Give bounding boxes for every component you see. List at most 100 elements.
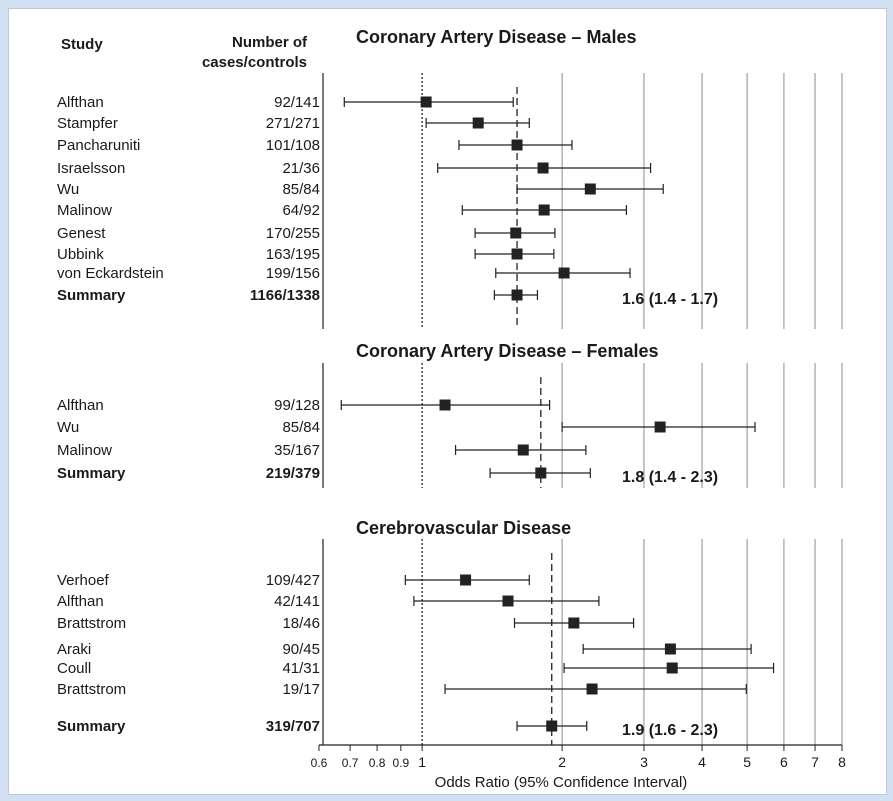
study-row: Alfthan 92/141 bbox=[57, 94, 514, 111]
chart-frame: Study Number of cases/controls Coronary … bbox=[8, 8, 887, 795]
study-row: Alfthan 99/128 bbox=[57, 397, 551, 414]
x-tick-label: 3 bbox=[640, 754, 648, 770]
study-row: von Eckardstein 199/156 bbox=[57, 265, 631, 282]
study-row: Stampfer 271/271 bbox=[57, 115, 530, 132]
panel-2: Coronary Artery Disease – Females Alfthan… bbox=[57, 341, 843, 488]
study-name: Pancharuniti bbox=[57, 137, 140, 154]
summary-estimate-label: 1.8 (1.4 - 2.3) bbox=[622, 469, 718, 486]
study-row: Wu 85/84 bbox=[57, 181, 664, 198]
cases-controls: 109/427 bbox=[266, 572, 320, 589]
point-estimate bbox=[420, 96, 432, 108]
forest-plot: Study Number of cases/controls Coronary … bbox=[57, 27, 846, 791]
study-row: Brattstrom 19/17 bbox=[57, 681, 747, 698]
summary-estimate-label: 1.6 (1.4 - 1.7) bbox=[622, 291, 718, 308]
x-tick-label: 0.6 bbox=[311, 756, 328, 770]
point-estimate bbox=[511, 248, 523, 260]
study-row: Summary 219/379 bbox=[57, 465, 591, 482]
study-name: Alfthan bbox=[57, 94, 104, 111]
study-row: Verhoef 109/427 bbox=[57, 572, 530, 589]
point-estimate bbox=[537, 162, 549, 174]
cases-controls: 90/45 bbox=[282, 641, 320, 658]
study-name: von Eckardstein bbox=[57, 265, 164, 282]
cases-controls: 19/17 bbox=[282, 681, 320, 698]
point-estimate bbox=[664, 643, 676, 655]
x-tick-label: 0.9 bbox=[393, 756, 410, 770]
cases-column-header-line1: Number of bbox=[232, 34, 308, 51]
study-row: Wu 85/84 bbox=[57, 419, 756, 436]
point-estimate bbox=[568, 617, 580, 629]
x-tick-label: 7 bbox=[811, 754, 819, 770]
cases-controls: 92/141 bbox=[274, 94, 320, 111]
point-estimate bbox=[517, 444, 529, 456]
panel-3: Cerebrovascular Disease Verhoef 109/427 Alf… bbox=[57, 518, 843, 745]
study-name: Coull bbox=[57, 660, 91, 677]
x-axis: 0.6 0.7 0.8 0.9 1 2 3 4 5 6 7 8 Odds Ratio (95% Conf… bbox=[311, 744, 846, 791]
x-tick-label: 5 bbox=[743, 754, 751, 770]
study-row: Genest 170/255 bbox=[57, 225, 556, 242]
study-name: Stampfer bbox=[57, 115, 118, 132]
study-name: Alfthan bbox=[57, 593, 104, 610]
study-row: Alfthan 42/141 bbox=[57, 593, 600, 610]
study-name: Ubbink bbox=[57, 246, 104, 263]
point-estimate bbox=[546, 720, 558, 732]
study-row: Coull 41/31 bbox=[57, 660, 775, 677]
point-estimate bbox=[502, 595, 514, 607]
cases-controls: 18/46 bbox=[282, 615, 320, 632]
study-row: Summary 1166/1338 bbox=[57, 287, 539, 304]
cases-controls: 42/141 bbox=[274, 593, 320, 610]
x-tick-label: 8 bbox=[838, 754, 846, 770]
point-estimate bbox=[584, 183, 596, 195]
cases-controls: 85/84 bbox=[282, 419, 320, 436]
point-estimate bbox=[586, 683, 598, 695]
study-name: Israelsson bbox=[57, 160, 125, 177]
point-estimate bbox=[535, 467, 547, 479]
point-estimate bbox=[439, 399, 451, 411]
study-row: Israelsson 21/36 bbox=[57, 160, 652, 177]
study-row: Malinow 35/167 bbox=[57, 442, 587, 459]
point-estimate bbox=[654, 421, 666, 433]
x-tick-label: 2 bbox=[558, 754, 566, 770]
cases-controls: 99/128 bbox=[274, 397, 320, 414]
cases-controls: 85/84 bbox=[282, 181, 320, 198]
study-name: Summary bbox=[57, 718, 126, 735]
study-name: Wu bbox=[57, 419, 79, 436]
x-tick-label: 4 bbox=[698, 754, 706, 770]
point-estimate bbox=[558, 267, 570, 279]
panel-1: Coronary Artery Disease – Males Alfthan 92… bbox=[57, 27, 843, 329]
study-name: Summary bbox=[57, 287, 126, 304]
study-name: Araki bbox=[57, 641, 91, 658]
cases-controls: 163/195 bbox=[266, 246, 320, 263]
cases-controls: 41/31 bbox=[282, 660, 320, 677]
cases-controls: 64/92 bbox=[282, 202, 320, 219]
cases-column-header-line2: cases/controls bbox=[202, 54, 307, 71]
point-estimate bbox=[666, 662, 678, 674]
study-name: Malinow bbox=[57, 202, 112, 219]
panels: Coronary Artery Disease – Males Alfthan 92… bbox=[57, 27, 843, 745]
study-name: Genest bbox=[57, 225, 106, 242]
x-axis-label: Odds Ratio (95% Confidence Interval) bbox=[435, 774, 688, 791]
point-estimate bbox=[472, 117, 484, 129]
cases-controls: 319/707 bbox=[266, 718, 320, 735]
study-name: Brattstrom bbox=[57, 681, 126, 698]
panel-title: Coronary Artery Disease – Males bbox=[356, 27, 636, 47]
study-row: Malinow 64/92 bbox=[57, 202, 627, 219]
study-name: Malinow bbox=[57, 442, 112, 459]
point-estimate bbox=[511, 139, 523, 151]
cases-controls: 170/255 bbox=[266, 225, 320, 242]
study-row: Araki 90/45 bbox=[57, 641, 752, 658]
study-name: Verhoef bbox=[57, 572, 110, 589]
x-tick-label: 6 bbox=[780, 754, 788, 770]
summary-estimate-label: 1.9 (1.6 - 2.3) bbox=[622, 722, 718, 739]
point-estimate bbox=[460, 574, 472, 586]
study-name: Alfthan bbox=[57, 397, 104, 414]
study-name: Wu bbox=[57, 181, 79, 198]
cases-controls: 199/156 bbox=[266, 265, 320, 282]
study-name: Summary bbox=[57, 465, 126, 482]
x-tick-label: 1 bbox=[418, 754, 426, 770]
cases-controls: 101/108 bbox=[266, 137, 320, 154]
x-tick-label: 0.8 bbox=[369, 756, 386, 770]
study-name: Brattstrom bbox=[57, 615, 126, 632]
cases-controls: 21/36 bbox=[282, 160, 320, 177]
study-row: Summary 319/707 bbox=[57, 718, 588, 735]
panel-title: Coronary Artery Disease – Females bbox=[356, 341, 658, 361]
